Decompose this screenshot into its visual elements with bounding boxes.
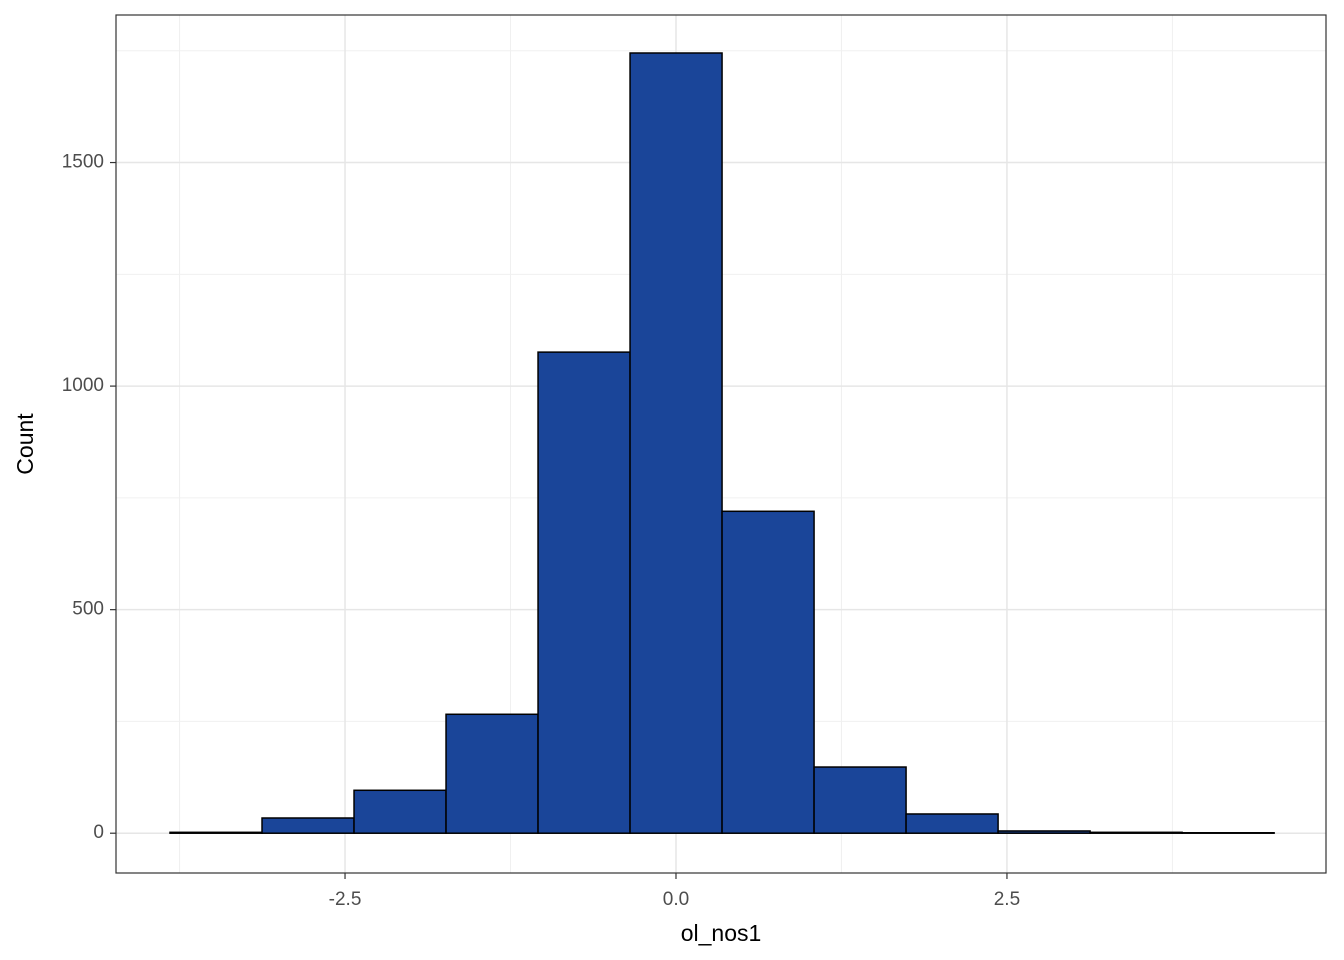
bar [445, 713, 539, 834]
bar [997, 830, 1091, 834]
bar [261, 817, 355, 834]
bar [905, 813, 999, 834]
bar [629, 52, 723, 834]
y-tick-label: 0 [93, 822, 104, 843]
bar [169, 831, 263, 834]
bar [1089, 831, 1183, 834]
bar [721, 510, 815, 834]
bar [813, 766, 907, 834]
y-tick-label: 500 [72, 599, 104, 620]
x-axis-title: ol_nos1 [681, 920, 762, 946]
x-tick-label: -2.5 [329, 889, 362, 910]
x-tick-label: 0.0 [663, 889, 689, 910]
y-axis-title: Count [12, 413, 38, 475]
bar [537, 351, 631, 834]
panel-border [115, 14, 1327, 874]
x-tick-label: 2.5 [994, 889, 1020, 910]
y-tick-label: 1500 [62, 152, 104, 173]
y-tick-label: 1000 [62, 375, 104, 396]
bar [353, 789, 447, 834]
